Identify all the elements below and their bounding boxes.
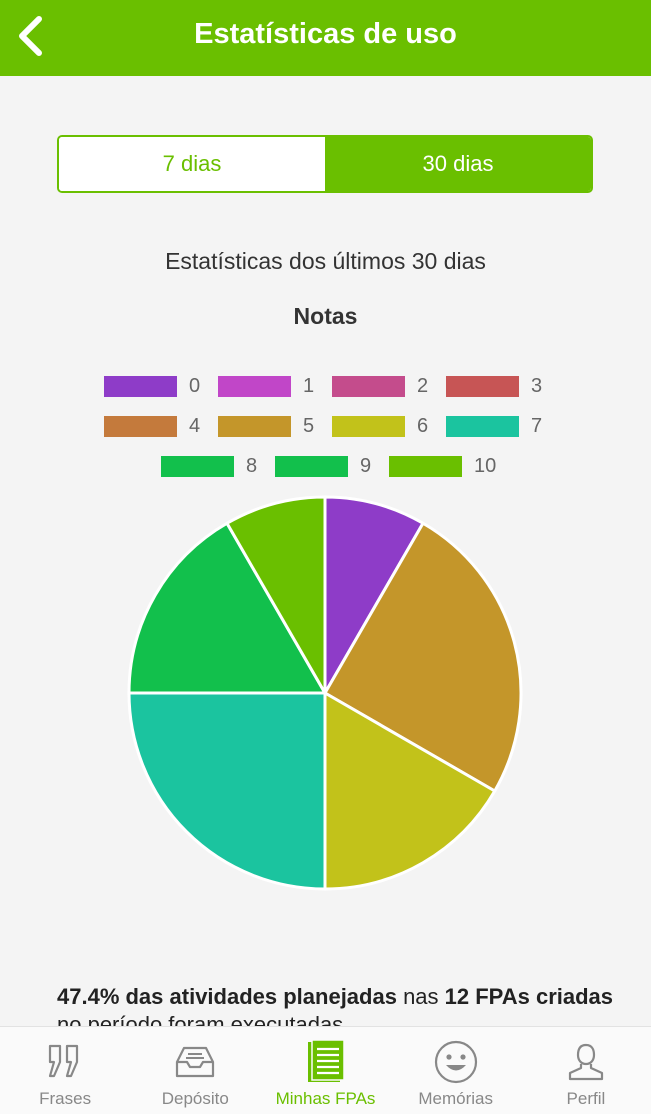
summary-count: 12 FPAs criadas: [444, 984, 614, 1009]
nav-item-minhas-fpas[interactable]: Minhas FPAs: [260, 1027, 390, 1114]
chart-title: Notas: [293, 303, 358, 329]
summary-percent: 47.4% das atividades planejadas: [57, 984, 397, 1009]
legend-item-1: 1: [218, 374, 314, 398]
legend-swatch: [161, 455, 234, 477]
legend-item-8: 8: [161, 454, 257, 478]
legend-swatch: [389, 455, 462, 477]
stats-subtitle: Estatísticas dos últimos 30 dias: [165, 248, 486, 274]
nav-item-perfil[interactable]: Perfil: [521, 1027, 651, 1114]
legend-label: 7: [531, 414, 543, 437]
legend-item-3: 3: [446, 374, 542, 398]
period-30-days-tab[interactable]: 30 dias: [325, 137, 591, 191]
legend-swatch: [218, 415, 291, 437]
document-list-icon: [304, 1040, 348, 1083]
legend-item-9: 9: [275, 454, 371, 478]
legend-label: 1: [303, 374, 315, 397]
legend-label: 8: [246, 454, 258, 477]
chevron-left-icon: [19, 16, 42, 56]
pie-slice-6: [323, 691, 497, 891]
legend-swatch: [218, 375, 291, 397]
pie-slice-10: [225, 495, 327, 695]
legend-swatch: [446, 375, 519, 397]
legend-label: 2: [417, 374, 429, 397]
nav-label: Memórias: [418, 1089, 494, 1108]
app-header: Estatísticas de uso: [0, 0, 651, 76]
legend-item-5: 5: [218, 414, 314, 438]
legend-label: 10: [474, 454, 497, 477]
legend-item-10: 10: [389, 454, 496, 478]
smiley-icon: [434, 1040, 478, 1084]
pie-slice-5: [323, 521, 523, 793]
legend-swatch: [446, 415, 519, 437]
inbox-tray-icon: [173, 1041, 217, 1083]
legend-item-4: 4: [104, 414, 200, 438]
legend-label: 5: [303, 414, 315, 437]
back-button[interactable]: [6, 10, 54, 62]
legend-label: 9: [360, 454, 372, 477]
legend-item-6: 6: [332, 414, 428, 438]
legend-swatch: [104, 415, 177, 437]
period-segmented-control: 7 dias 30 dias: [57, 135, 593, 193]
legend-label: 3: [531, 374, 543, 397]
pie-slice-7: [127, 691, 327, 891]
legend-swatch: [275, 455, 348, 477]
legend-label: 0: [189, 374, 201, 397]
summary-middle: nas: [396, 984, 445, 1009]
person-icon: [564, 1041, 608, 1083]
nav-label: Frases: [39, 1089, 92, 1108]
pie-slice-8: [127, 521, 327, 695]
legend-swatch: [332, 375, 405, 397]
legend-swatch: [332, 415, 405, 437]
nav-label: Minhas FPAs: [275, 1089, 376, 1108]
nav-label: Depósito: [161, 1089, 229, 1108]
nav-item-frases[interactable]: Frases: [0, 1027, 130, 1114]
legend-swatch: [104, 375, 177, 397]
grades-pie-chart: [127, 495, 523, 891]
page-title: Estatísticas de uso: [194, 18, 457, 50]
period-7-days-tab[interactable]: 7 dias: [59, 137, 325, 191]
quote-icon: [43, 1041, 87, 1083]
legend-label: 4: [189, 414, 201, 437]
nav-item-deposito[interactable]: Depósito: [130, 1027, 260, 1114]
legend-item-0: 0: [104, 374, 200, 398]
legend-item-7: 7: [446, 414, 542, 438]
nav-item-memorias[interactable]: Memórias: [391, 1027, 521, 1114]
nav-label: Perfil: [566, 1089, 606, 1108]
bottom-navigation: Frases Depósito Minhas FPAs: [0, 1026, 651, 1114]
pie-slice-0: [323, 495, 425, 695]
legend-item-2: 2: [332, 374, 428, 398]
legend-label: 6: [417, 414, 429, 437]
